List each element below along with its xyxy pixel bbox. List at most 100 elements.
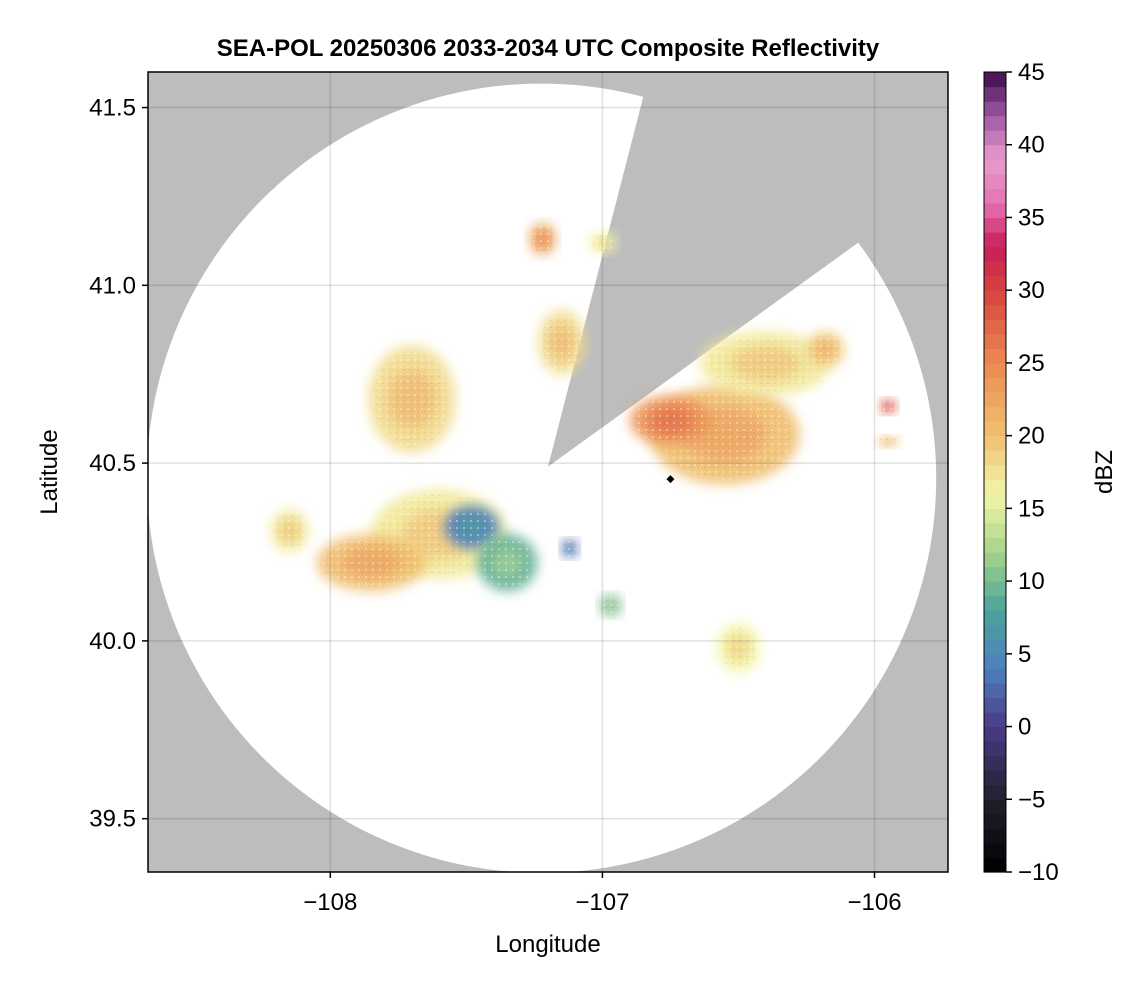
colorbar-bin [984, 290, 1006, 306]
y-axis-ticks: 39.5 40.0 40.5 41.0 41.5 [89, 95, 148, 833]
colorbar-bin [984, 348, 1006, 364]
echo-texture [562, 540, 578, 557]
colorbar-bin [984, 653, 1006, 669]
colorbar-bin [984, 493, 1006, 509]
colorbar-bin [984, 362, 1006, 379]
colorbar-frame [983, 71, 1007, 873]
colorbar-bin [984, 624, 1006, 640]
colorbar-tick-label: 25 [1018, 350, 1045, 377]
y-tick-label: 40.5 [89, 450, 136, 477]
colorbar-bin [984, 232, 1006, 248]
colorbar-bin [984, 639, 1006, 655]
colorbar-bin [984, 682, 1006, 699]
colorbar-bin [984, 479, 1006, 495]
colorbar-bin [984, 392, 1006, 408]
colorbar-bin [984, 86, 1006, 102]
colorbar-bin [984, 581, 1006, 597]
colorbar-bin [984, 552, 1006, 568]
colorbar-bin [984, 261, 1006, 277]
colorbar-bin [984, 741, 1006, 757]
x-axis-label: Longitude [495, 931, 600, 958]
colorbar-bin [984, 857, 1006, 873]
colorbar-bin [984, 217, 1006, 233]
chart-title: SEA-POL 20250306 2033-2034 UTC Composite… [217, 35, 880, 62]
colorbar-bin [984, 319, 1006, 335]
colorbar-tick-label: 10 [1018, 568, 1045, 595]
echo-texture [878, 436, 898, 447]
echo-texture [530, 224, 555, 254]
colorbar-bin [984, 188, 1006, 204]
colorbar-bin [984, 464, 1006, 480]
colorbar-bin [984, 130, 1006, 146]
colorbar-label: dBZ [1091, 450, 1118, 494]
colorbar-tick-label: 35 [1018, 204, 1045, 231]
y-axis-label: Latitude [36, 429, 63, 514]
colorbar-tick-label: 20 [1018, 423, 1045, 450]
colorbar-bin [984, 668, 1006, 684]
colorbar-bin [984, 610, 1006, 626]
colorbar-bin [984, 784, 1006, 800]
colorbar-bin [984, 377, 1006, 393]
echo-texture [808, 333, 843, 366]
colorbar-bin [984, 697, 1006, 713]
colorbar-bin [984, 72, 1006, 88]
colorbar-bin [984, 842, 1006, 859]
colorbar-bin [984, 159, 1006, 175]
y-tick-label: 41.5 [89, 95, 136, 122]
reflectivity-echoes [270, 223, 900, 673]
colorbar-bin [984, 304, 1006, 320]
colorbar-bin [984, 406, 1006, 422]
echo-texture [590, 233, 615, 253]
colorbar-tick-label: 40 [1018, 132, 1045, 159]
coverage-disc [148, 83, 937, 872]
colorbar-bin [984, 101, 1006, 117]
echo-texture [633, 398, 708, 443]
colorbar-bin [984, 450, 1006, 466]
colorbar-bin [984, 435, 1006, 451]
radar-coverage [148, 83, 937, 872]
x-tick-label: −106 [847, 889, 901, 916]
colorbar-tick-label: 5 [1018, 641, 1031, 668]
echo-texture [718, 625, 759, 671]
echo-texture [540, 313, 583, 372]
echo-texture [372, 351, 452, 448]
echo-texture [706, 334, 825, 393]
colorbar-bin [984, 522, 1006, 539]
grid-lines [148, 72, 948, 872]
colorbar-bin [984, 144, 1006, 160]
colorbar-bin [984, 275, 1006, 291]
colorbar-bin [984, 595, 1006, 611]
colorbar-tick-label: 30 [1018, 277, 1045, 304]
colorbar-bin [984, 828, 1006, 844]
colorbar-bin [984, 246, 1006, 262]
x-tick-label: −107 [575, 889, 629, 916]
x-tick-label: −108 [303, 889, 357, 916]
colorbar-bin [984, 537, 1006, 553]
echo-texture [480, 537, 535, 589]
echo-texture [600, 595, 621, 615]
y-tick-label: 39.5 [89, 806, 136, 833]
colorbar-bin [984, 202, 1006, 219]
y-tick-label: 41.0 [89, 272, 136, 299]
colorbar-bin [984, 508, 1006, 524]
colorbar-tick-label: 45 [1018, 59, 1045, 86]
colorbar-bin [984, 333, 1006, 349]
echo-texture [272, 511, 307, 550]
colorbar-tick-label: 0 [1018, 714, 1031, 741]
radar-site-diamond [666, 475, 675, 484]
colorbar-bin [984, 770, 1006, 786]
echo-texture [447, 507, 497, 547]
colorbar-bin [984, 566, 1006, 582]
colorbar-bin [984, 726, 1006, 742]
colorbar-bin [984, 799, 1006, 815]
echo-texture [322, 537, 421, 589]
colorbar-bin [984, 115, 1006, 131]
colorbar-tick-label: −5 [1018, 786, 1045, 813]
colorbar-bin [984, 173, 1006, 189]
colorbar-tick-label: 15 [1018, 495, 1045, 522]
colorbar-bin [984, 712, 1006, 728]
plot-area [148, 72, 948, 872]
colorbar-bin [984, 421, 1006, 437]
